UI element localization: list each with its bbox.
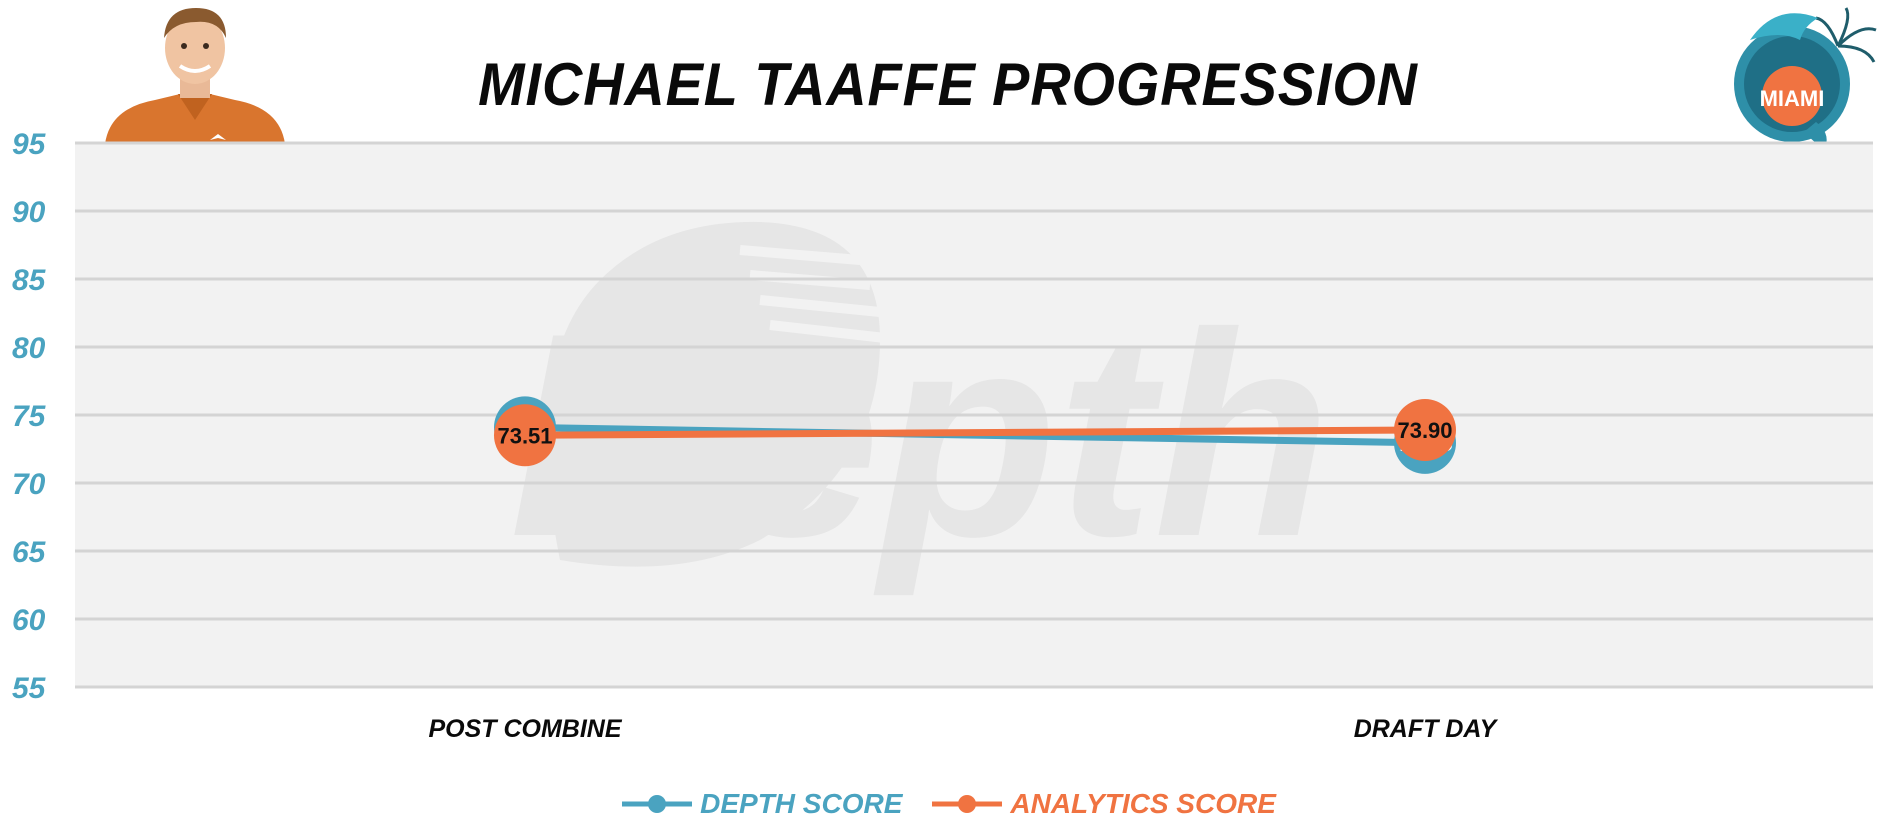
y-tick-label: 90 bbox=[12, 196, 46, 229]
y-tick-label: 95 bbox=[12, 128, 47, 161]
y-tick-label: 60 bbox=[12, 604, 46, 637]
series-line bbox=[524, 426, 1426, 439]
legend-swatch-analytics-icon bbox=[932, 795, 1003, 813]
y-tick-label: 55 bbox=[12, 672, 47, 705]
x-tick-label: POST COMBINE bbox=[428, 715, 622, 743]
y-tick-label: 85 bbox=[12, 264, 47, 297]
data-label: 73.51 bbox=[497, 423, 552, 448]
y-tick-label: 70 bbox=[12, 468, 46, 501]
y-tick-label: 80 bbox=[12, 332, 46, 365]
x-axis-ticks: POST COMBINE DRAFT DAY bbox=[428, 715, 1498, 743]
legend-item-depth: DEPTH SCORE bbox=[620, 788, 902, 820]
legend-swatch-depth-icon bbox=[622, 795, 693, 813]
data-point bbox=[1394, 398, 1456, 461]
legend-item-analytics: ANALYTICS SCORE bbox=[930, 788, 1276, 820]
team-logo: MIAMI bbox=[1734, 7, 1877, 150]
chart-title: MICHAEL TAAFFE PROGRESSION bbox=[478, 51, 1418, 118]
y-axis-ticks: 55 60 65 70 75 80 85 90 95 bbox=[12, 128, 47, 705]
data-point bbox=[494, 404, 556, 467]
legend-label-analytics: ANALYTICS SCORE bbox=[1010, 788, 1276, 819]
legend-label-depth: DEPTH SCORE bbox=[700, 788, 903, 819]
x-tick-label: DRAFT DAY bbox=[1354, 715, 1499, 743]
y-tick-label: 75 bbox=[12, 400, 47, 433]
gridlines bbox=[75, 141, 1873, 689]
legend: DEPTH SCORE ANALYTICS SCORE bbox=[0, 782, 1896, 826]
logo-text: MIAMI bbox=[1760, 86, 1825, 111]
player-photo bbox=[105, 8, 285, 144]
data-label: 73.90 bbox=[1397, 418, 1452, 443]
y-tick-label: 65 bbox=[12, 536, 47, 569]
